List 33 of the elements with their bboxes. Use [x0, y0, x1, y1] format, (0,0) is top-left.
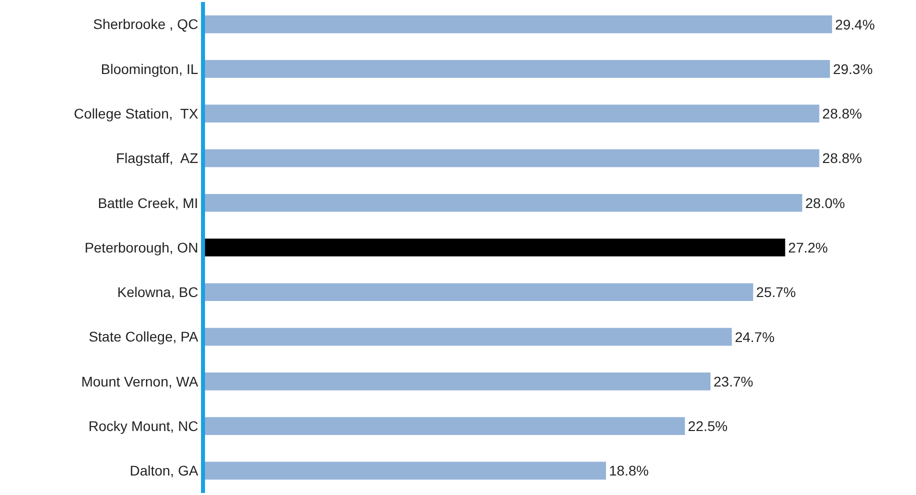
- y-tick-label: Flagstaff, AZ: [116, 150, 199, 166]
- y-tick-label: State College, PA: [88, 328, 199, 345]
- y-tick-label: Dalton, GA: [130, 462, 199, 479]
- bar: [205, 417, 685, 435]
- bar: [205, 194, 802, 212]
- y-tick-label: Bloomington, IL: [100, 60, 198, 77]
- y-tick-label: Kelowna, BC: [117, 284, 198, 300]
- data-label: 22.5%: [688, 418, 728, 434]
- bar: [205, 283, 754, 302]
- bar: [205, 149, 820, 168]
- data-label: 29.3%: [832, 60, 873, 77]
- data-label: 25.7%: [756, 284, 796, 300]
- y-tick-label: Peterborough, ON: [84, 239, 198, 256]
- data-label: 28.8%: [822, 150, 862, 166]
- bar: [205, 372, 710, 390]
- data-label: 27.2%: [788, 240, 828, 256]
- y-tick-label: College Station, TX: [74, 105, 199, 122]
- y-tick-label: Sherbrooke , QC: [93, 16, 198, 32]
- data-label: 23.7%: [714, 373, 754, 390]
- bar: [205, 462, 606, 480]
- bar: [205, 60, 830, 78]
- bar: [205, 328, 732, 346]
- y-tick-label: Mount Vernon, WA: [81, 373, 199, 390]
- data-label: 29.4%: [835, 16, 875, 32]
- bar: [205, 15, 832, 34]
- data-label: 28.8%: [822, 106, 862, 122]
- data-label: 24.7%: [734, 328, 775, 345]
- bar: [205, 104, 820, 123]
- y-tick-label: Battle Creek, MI: [98, 194, 198, 211]
- data-label: 28.0%: [805, 194, 845, 211]
- data-label: 18.8%: [608, 462, 649, 479]
- y-tick-label: Rocky Mount, NC: [88, 418, 198, 434]
- bar: [205, 238, 786, 256]
